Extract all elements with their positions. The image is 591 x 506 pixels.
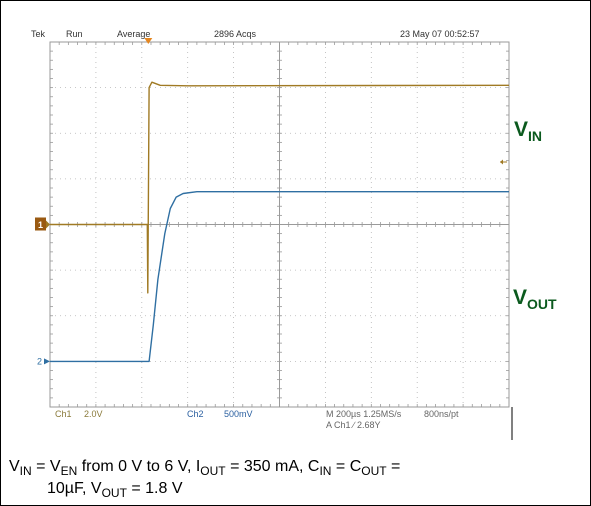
vin-label: VIN: [514, 118, 543, 144]
trigger-position-marker: [144, 38, 153, 44]
ch1-scale: 2.0V: [84, 409, 103, 419]
ch2-scale: 500mV: [224, 409, 253, 419]
ch1-name: Ch1: [55, 409, 72, 419]
vout-label: VOUT: [513, 286, 557, 312]
trace-ch2: [50, 191, 509, 363]
header-acq-count: 2896 Acqs: [214, 29, 257, 39]
timebase-readout: M 200µs 1.25MS/s: [326, 409, 402, 419]
header-brand: Tek: [31, 29, 46, 39]
figure-caption: VIN = VEN from 0 V to 6 V, IOUT = 350 mA…: [9, 458, 401, 500]
trigger-readout: A Ch1 ∕ 2.68Y: [326, 420, 381, 430]
ch2-marker-label: 2: [37, 356, 42, 366]
ch1-marker-label: 1: [38, 220, 43, 230]
record-length-readout: 800ns/pt: [424, 409, 459, 419]
header-acq-mode: Average: [117, 29, 150, 39]
trace-ch1: [50, 81, 510, 294]
header-run-status: Run: [66, 29, 83, 39]
header-datetime: 23 May 07 00:52:57: [400, 29, 480, 39]
trigger-level-arrow: [500, 159, 503, 165]
ch2-name: Ch2: [187, 409, 204, 419]
ch2-ground-arrow: [44, 358, 50, 365]
ch1-ground-arrow: [46, 220, 50, 229]
ch1-ground-marker: [35, 217, 46, 231]
